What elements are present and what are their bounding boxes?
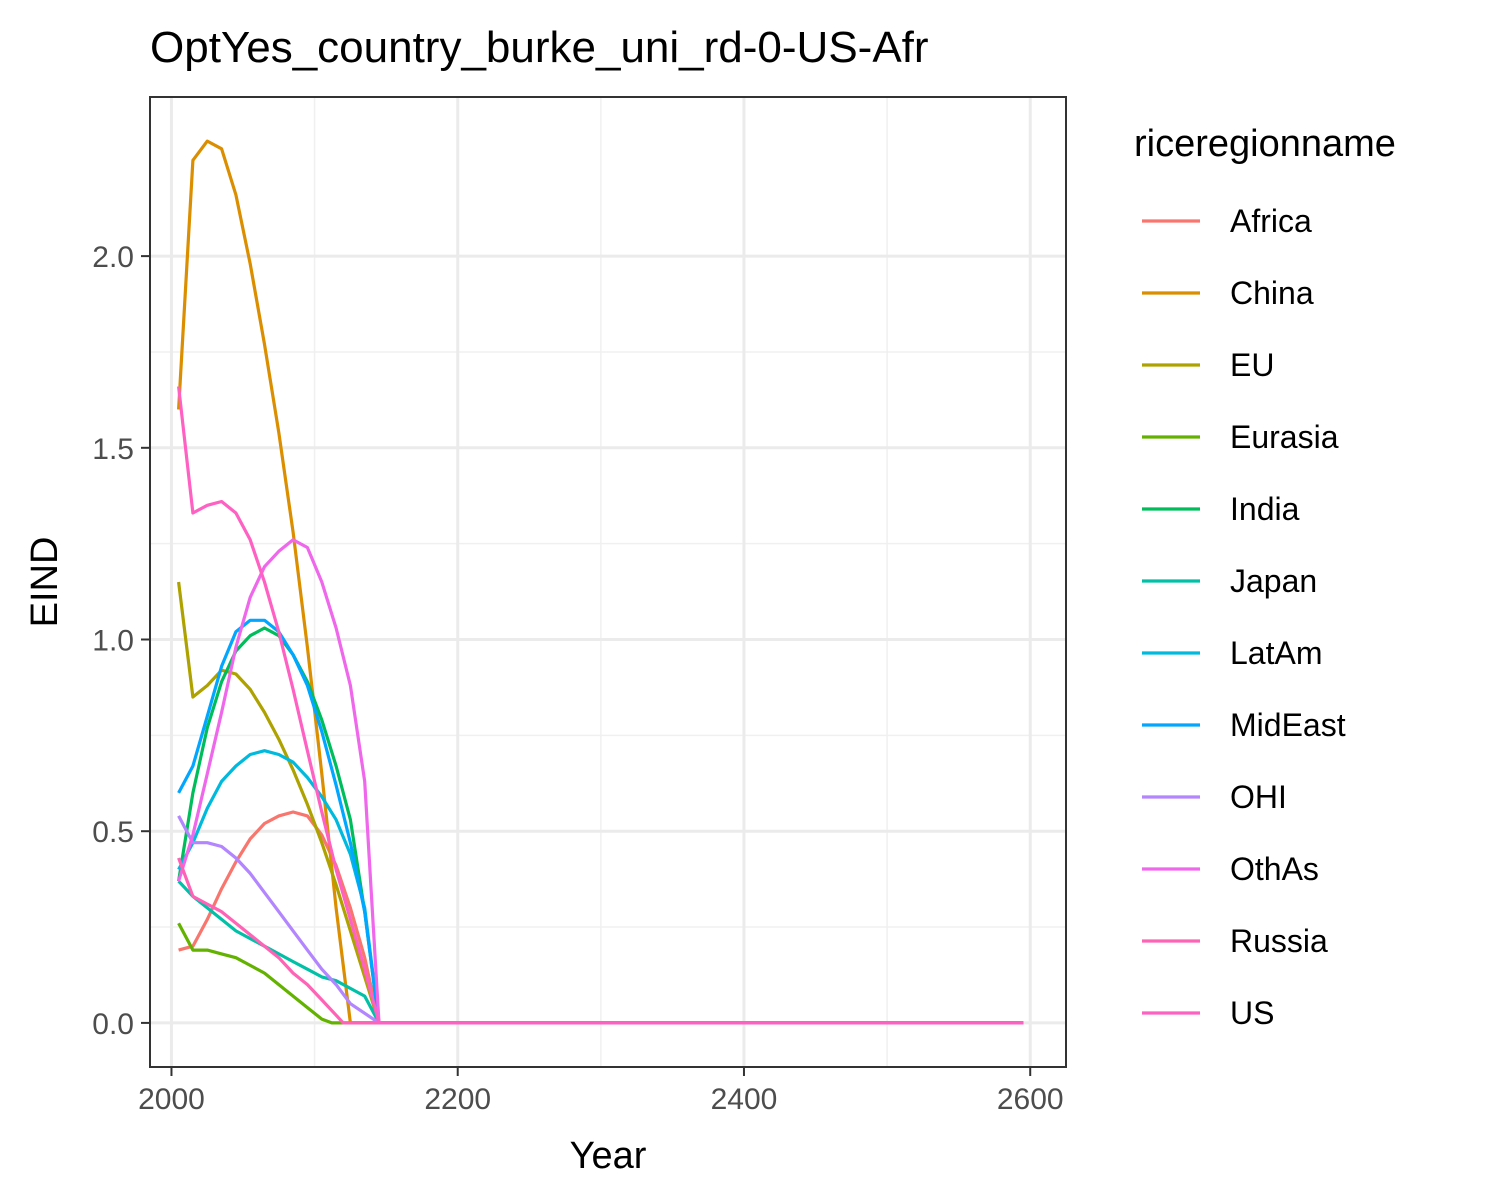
series-line-china	[177, 139, 1024, 1025]
legend-label-eurasia: Eurasia	[1230, 419, 1339, 455]
series-line-japan	[177, 880, 1024, 1025]
legend-label-latam: LatAm	[1230, 635, 1322, 671]
y-axis-title: EIND	[24, 537, 66, 628]
plot-panel-background	[150, 97, 1066, 1067]
plot-area	[149, 96, 1067, 1068]
legend-label-eu: EU	[1230, 347, 1274, 383]
series-line-mideast	[177, 618, 1024, 1025]
legend-label-china: China	[1230, 275, 1314, 311]
series-line-eu	[177, 581, 1024, 1025]
x-axis-title: Year	[570, 1135, 647, 1177]
y-tick-label: 0.5	[92, 816, 134, 849]
x-tick-label: 2600	[997, 1083, 1064, 1116]
y-tick-label: 0.0	[92, 1008, 134, 1041]
y-axis: 0.0 0.5 1.0 1.5 2.0	[92, 241, 150, 1041]
y-tick-label: 1.0	[92, 625, 134, 658]
series-line-othas	[177, 538, 1024, 1025]
legend-label-russia: Russia	[1230, 923, 1328, 959]
legend-label-india: India	[1230, 491, 1300, 527]
legend: riceregionname Africa China EU Eurasia India…	[1134, 123, 1396, 1031]
x-axis: 2000 2200 2400 2600	[138, 1067, 1064, 1116]
legend-label-us: US	[1230, 995, 1274, 1031]
legend-label-africa: Africa	[1230, 203, 1312, 239]
series-line-africa	[178, 810, 1024, 1025]
chart-title: OptYes_country_burke_uni_rd-0-US-Afr	[150, 23, 929, 72]
legend-items: Africa China EU Eurasia India Japan LatAm MidEa…	[1142, 203, 1346, 1031]
legend-title: riceregionname	[1134, 123, 1396, 165]
legend-label-ohi: OHI	[1230, 779, 1287, 815]
series-lines	[177, 139, 1024, 1025]
x-tick-label: 2400	[711, 1083, 778, 1116]
legend-label-japan: Japan	[1230, 563, 1317, 599]
x-tick-label: 2000	[138, 1083, 205, 1116]
legend-label-mideast: MidEast	[1230, 707, 1346, 743]
series-line-us	[177, 386, 1024, 1025]
y-tick-label: 1.5	[92, 433, 134, 466]
series-line-ohi	[177, 815, 1024, 1025]
x-tick-label: 2200	[424, 1083, 491, 1116]
series-line-russia	[177, 857, 1024, 1025]
y-tick-label: 2.0	[92, 241, 134, 274]
series-line-eurasia	[177, 922, 1024, 1025]
legend-label-othas: OthAs	[1230, 851, 1319, 887]
plot-panel-border	[149, 96, 1067, 1068]
